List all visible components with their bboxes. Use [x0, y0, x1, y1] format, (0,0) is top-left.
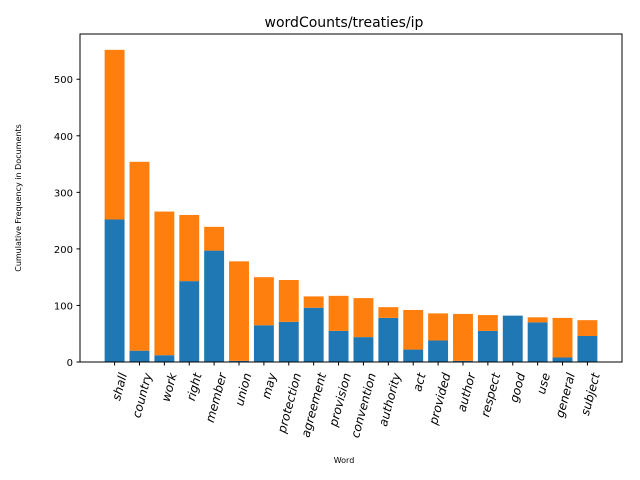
x-tick-label-respect: respect: [478, 370, 503, 418]
bar-provision-series-1: [328, 330, 349, 362]
bar-protection-series-2: [278, 280, 299, 322]
bar-respect-series-2: [477, 315, 498, 331]
bar-protection-series-1: [278, 321, 299, 362]
bar-authority-series-2: [378, 307, 399, 318]
x-tick-label-act: act: [410, 370, 429, 393]
y-tick-label-300: 300: [54, 188, 73, 199]
bar-work-series-2: [154, 211, 175, 356]
x-tick-label-subject: subject: [578, 370, 603, 417]
x-axis-label: Word: [334, 456, 355, 465]
y-tick-label-200: 200: [54, 245, 73, 256]
bar-shall-series-2: [104, 49, 125, 220]
bars-layer: [104, 49, 598, 362]
x-tick-label-general: general: [553, 371, 578, 419]
bar-provided-series-2: [428, 313, 449, 341]
x-tick-label-authority: authority: [376, 371, 404, 428]
bar-shall-series-1: [104, 219, 125, 362]
bar-country-series-1: [129, 350, 150, 362]
bar-work-series-1: [154, 355, 175, 362]
bar-member-series-1: [204, 250, 225, 362]
bar-agreement-series-1: [303, 307, 324, 362]
bar-convention-series-2: [353, 298, 374, 338]
y-tick-label-0: 0: [67, 358, 73, 369]
bar-authority-series-1: [378, 317, 399, 362]
y-axis-label: Cumulative Frequency in Documents: [14, 124, 23, 272]
bar-provided-series-1: [428, 340, 449, 362]
bar-may-series-1: [253, 325, 274, 362]
bar-provision-series-2: [328, 295, 349, 331]
bar-country-series-2: [129, 161, 150, 351]
bar-respect-series-1: [477, 330, 498, 362]
x-tick-label-provision: provision: [326, 371, 354, 429]
bar-union-series-1: [229, 360, 249, 362]
bar-act-series-1: [403, 349, 424, 362]
bar-subject-series-1: [577, 335, 598, 362]
bar-general-series-1: [552, 357, 573, 362]
x-tick-label-shall: shall: [109, 371, 130, 402]
chart-title: wordCounts/treaties/ip: [265, 15, 424, 31]
bar-author-series-1: [453, 360, 473, 362]
plot-frame: [79, 33, 623, 363]
x-tick-label-may: may: [259, 371, 280, 401]
bar-act-series-2: [403, 309, 424, 350]
x-tick-label-provided: provided: [426, 371, 454, 427]
x-tick-label-use: use: [534, 371, 553, 395]
y-axis: 0 100 200 300 400 500: [54, 75, 80, 369]
bar-right-series-1: [179, 281, 200, 362]
bar-subject-series-2: [577, 320, 598, 336]
bar-author-series-2: [453, 313, 473, 361]
x-tick-label-author: author: [455, 370, 479, 413]
bar-good-series-1: [502, 315, 523, 362]
x-tick-label-right: right: [184, 370, 205, 402]
bar-right-series-2: [179, 214, 200, 282]
bar-member-series-2: [204, 226, 225, 251]
x-tick-label-work: work: [159, 370, 180, 403]
bar-convention-series-1: [353, 337, 374, 362]
y-tick-label-500: 500: [54, 75, 73, 86]
x-tick-label-agreement: agreement: [298, 370, 329, 439]
bar-may-series-2: [253, 277, 274, 326]
bar-union-series-2: [229, 261, 249, 361]
bar-general-series-2: [552, 317, 573, 358]
x-tick-label-convention: convention: [348, 371, 379, 439]
bar-agreement-series-2: [303, 296, 324, 308]
x-tick-label-member: member: [203, 370, 230, 424]
x-tick-label-protection: protection: [274, 371, 304, 435]
x-tick-label-country: country: [129, 371, 155, 420]
x-tick-label-union: union: [232, 371, 254, 407]
x-tick-label-good: good: [507, 371, 528, 404]
y-tick-label-400: 400: [54, 132, 73, 143]
bar-use-series-2: [527, 317, 548, 323]
bar-use-series-1: [527, 322, 548, 362]
y-tick-label-100: 100: [54, 301, 73, 312]
